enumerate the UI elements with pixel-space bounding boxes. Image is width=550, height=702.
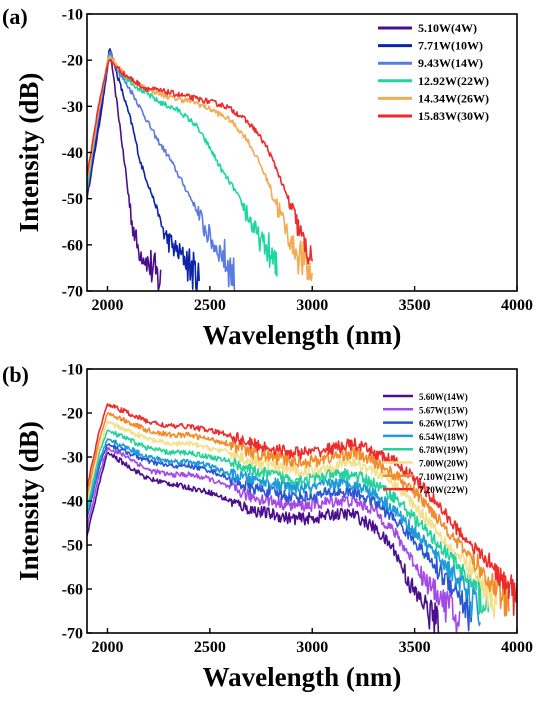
y-tick-label: -50 xyxy=(62,538,83,555)
y-tick-label: -50 xyxy=(62,191,83,208)
y-tick-label: -60 xyxy=(62,582,83,599)
series-line-a-4 xyxy=(87,54,278,277)
legend-label: 9.43W(14W) xyxy=(418,56,483,70)
x-tick-label: 2000 xyxy=(91,297,123,314)
series-line-b-7 xyxy=(87,411,510,617)
x-tick-label: 3500 xyxy=(399,297,431,314)
y-tick-label: -30 xyxy=(62,450,83,467)
legend-label: 5.10W(4W) xyxy=(418,21,477,35)
legend-label: 5.60W(14W) xyxy=(419,392,468,402)
y-tick-label: -20 xyxy=(62,406,83,423)
legend-label: 6.78W(19W) xyxy=(419,445,468,455)
x-tick-label: 4000 xyxy=(501,297,533,314)
y-tick-label: -40 xyxy=(62,145,83,162)
x-tick-label: 4000 xyxy=(501,639,533,656)
panel-a-y-axis-title: Intensity (dB) xyxy=(14,73,44,233)
x-tick-label: 2500 xyxy=(194,639,226,656)
x-tick-label: 3000 xyxy=(296,297,328,314)
legend-label: 15.83W(30W) xyxy=(418,109,489,123)
y-tick-label: -70 xyxy=(62,284,83,301)
y-tick-label: -10 xyxy=(62,7,83,24)
y-tick-label: -20 xyxy=(62,53,83,70)
y-tick-label: -40 xyxy=(62,494,83,511)
panel-a-ticks: -10 -20 -30 -40 -50 -60 -70 2000 2500 3000 3500 400… xyxy=(62,7,533,315)
series-line-b-3 xyxy=(87,443,473,632)
panel-b-x-axis-title: Wavelength (nm) xyxy=(203,662,402,692)
legend-label: 12.92W(22W) xyxy=(418,74,489,88)
x-tick-label: 2000 xyxy=(91,639,123,656)
panel-a-legend: 5.10W(4W) 7.71W(10W) 9.43W(14W) 12.92W(22W)… xyxy=(378,21,489,123)
series-line-a-6 xyxy=(87,59,313,265)
panel-b-series xyxy=(87,403,517,633)
series-line-b-1 xyxy=(87,451,440,633)
legend-label: 7.20W(22W) xyxy=(419,485,468,495)
series-line-a-1 xyxy=(87,48,162,291)
y-tick-label: -10 xyxy=(62,362,83,379)
legend-label: 5.67W(15W) xyxy=(419,405,468,415)
panel-a-x-axis-title: Wavelength (nm) xyxy=(203,320,402,350)
legend-label: 14.34W(26W) xyxy=(418,91,489,105)
panel-b: (b) -10 -20 -30 -40 -50 -60 -70 2000 2500 3000 350… xyxy=(2,362,533,693)
panel-label-b: (b) xyxy=(2,362,29,387)
panel-b-ticks: -10 -20 -30 -40 -50 -60 -70 2000 2500 3000 3500 400… xyxy=(62,362,533,657)
legend-label: 7.71W(10W) xyxy=(418,39,483,53)
panel-a: (a) -10 -20 -30 -40 -50 -60 -70 2000 2500 3000 350… xyxy=(2,4,533,350)
panel-b-legend: 5.60W(14W) 5.67W(15W) 6.26W(17W) 6.54W(18W)… xyxy=(383,392,468,495)
series-line-b-2 xyxy=(87,447,461,633)
x-tick-label: 2500 xyxy=(194,297,226,314)
x-tick-label: 3500 xyxy=(399,639,431,656)
legend-label: 7.10W(21W) xyxy=(419,472,468,482)
series-line-b-5 xyxy=(87,429,490,615)
x-tick-label: 3000 xyxy=(296,639,328,656)
y-tick-label: -60 xyxy=(62,237,83,254)
legend-label: 6.26W(17W) xyxy=(419,419,468,429)
legend-label: 7.00W(20W) xyxy=(419,459,468,469)
panel-b-y-axis-title: Intensity (dB) xyxy=(14,421,44,581)
series-line-a-3 xyxy=(87,51,236,291)
legend-label: 6.54W(18W) xyxy=(419,432,468,442)
panel-label-a: (a) xyxy=(2,4,28,29)
y-tick-label: -70 xyxy=(62,626,83,643)
y-tick-label: -30 xyxy=(62,99,83,116)
series-line-b-8 xyxy=(87,403,517,616)
panel-a-series xyxy=(87,48,313,291)
